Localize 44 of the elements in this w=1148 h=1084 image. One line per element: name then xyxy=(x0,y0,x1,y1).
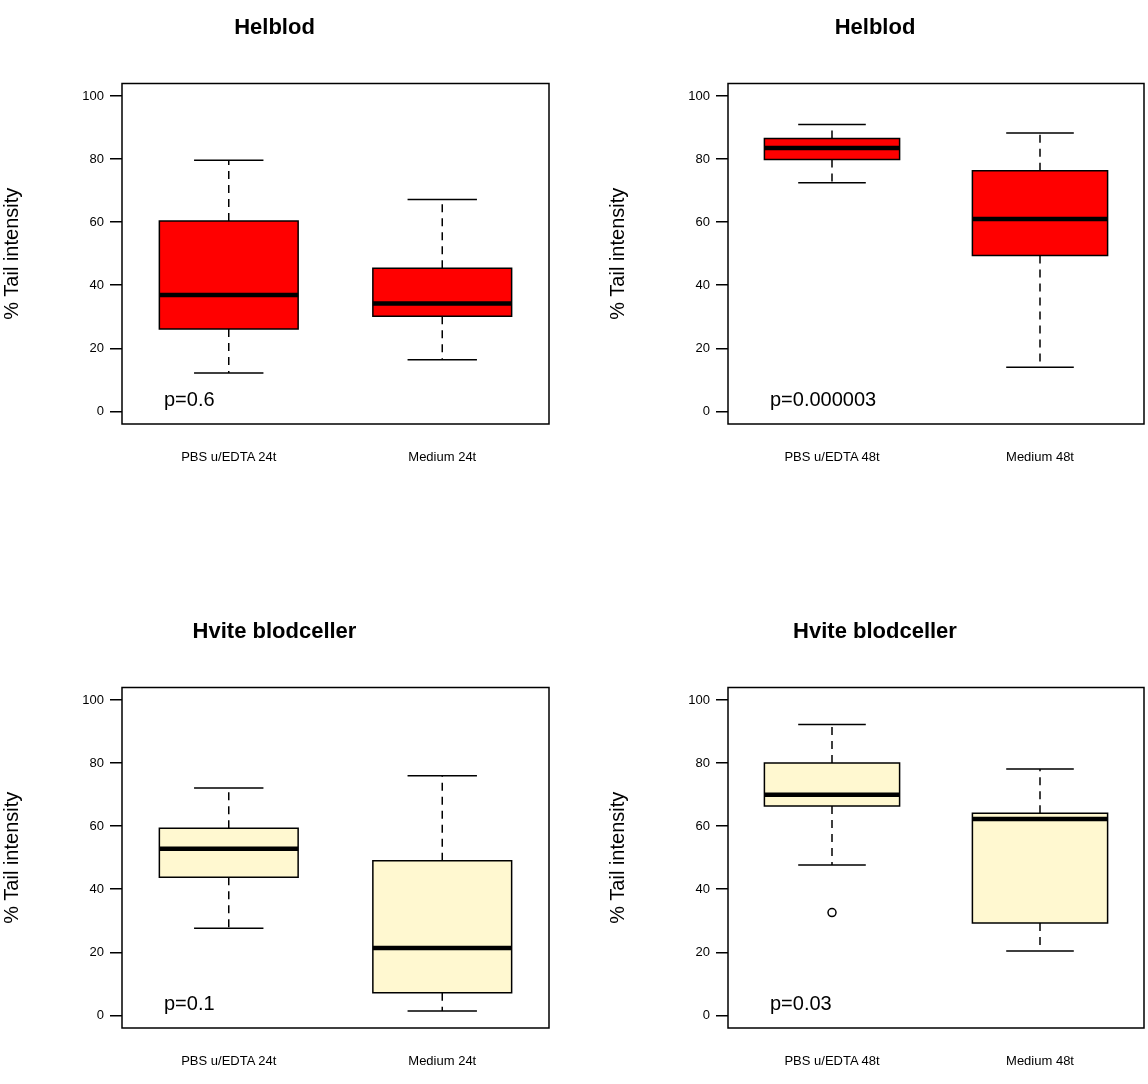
annotation: p=0.6 xyxy=(164,388,215,410)
y-tick-label: 100 xyxy=(82,87,104,103)
x-tick-label: PBS u/EDTA 24t xyxy=(181,1053,277,1069)
y-tick-label: 100 xyxy=(82,691,104,707)
y-axis-title: % Tail intensity xyxy=(0,791,22,924)
annotation: p=0.03 xyxy=(770,992,832,1014)
y-tick-label: 20 xyxy=(89,943,104,959)
y-tick-label: 80 xyxy=(89,754,104,770)
y-tick-label: 80 xyxy=(89,150,104,166)
y-tick-label: 60 xyxy=(89,817,104,833)
y-axis-title: % Tail intensity xyxy=(0,187,22,320)
x-tick-label: PBS u/EDTA 48t xyxy=(784,1053,880,1069)
y-tick-label: 60 xyxy=(695,817,710,833)
x-tick-label: Medium 48t xyxy=(1006,1053,1075,1069)
y-tick-label: 60 xyxy=(89,213,104,229)
x-tick-label: Medium 48t xyxy=(1006,449,1075,465)
y-tick-label: 40 xyxy=(89,276,104,292)
y-tick-label: 100 xyxy=(688,87,710,103)
y-tick-label: 100 xyxy=(688,691,710,707)
y-tick-label: 40 xyxy=(695,276,710,292)
chart-title: Helblod xyxy=(234,14,315,40)
chart-title: Helblod xyxy=(834,14,916,40)
y-tick-label: 20 xyxy=(695,943,710,959)
x-tick-label: Medium 24t xyxy=(408,449,477,465)
y-tick-label: 20 xyxy=(89,339,104,355)
y-tick-label: 80 xyxy=(695,754,710,770)
y-tick-label: 20 xyxy=(695,339,710,355)
chart-title: Hvite blodceller xyxy=(793,618,958,644)
y-tick-label: 80 xyxy=(695,150,710,166)
y-tick-label: 0 xyxy=(96,1006,104,1022)
y-axis-title: % Tail intensity xyxy=(605,791,628,924)
y-tick-label: 0 xyxy=(702,402,710,418)
x-tick-label: PBS u/EDTA 24t xyxy=(181,449,277,465)
x-tick-label: Medium 24t xyxy=(408,1053,477,1069)
annotation: p=0.000003 xyxy=(770,388,877,410)
y-axis-title: % Tail intensity xyxy=(605,187,628,320)
y-tick-label: 40 xyxy=(89,880,104,896)
y-tick-label: 0 xyxy=(702,1006,710,1022)
annotation: p=0.1 xyxy=(164,992,215,1014)
y-tick-label: 60 xyxy=(695,213,710,229)
y-tick-label: 0 xyxy=(96,402,104,418)
x-tick-label: PBS u/EDTA 48t xyxy=(784,449,880,465)
chart-title: Hvite blodceller xyxy=(192,618,357,644)
y-tick-label: 40 xyxy=(695,880,710,896)
